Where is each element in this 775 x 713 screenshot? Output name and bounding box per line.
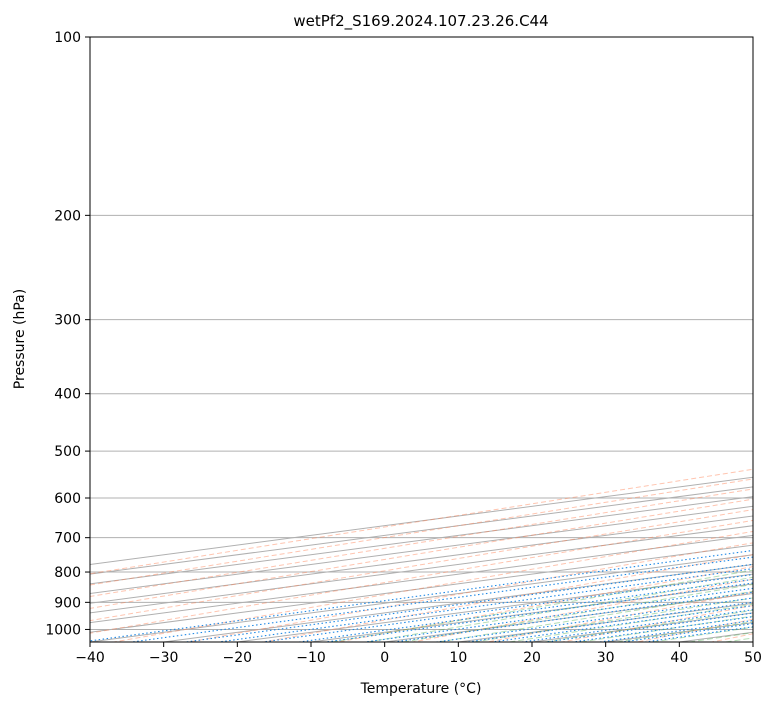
axes-frame [89, 36, 754, 643]
plot-background [90, 37, 753, 642]
x-tick-label: 20 [523, 650, 541, 666]
isotherm-gridline [90, 496, 753, 585]
isotherm-gridline [90, 476, 753, 565]
x-tick-label: 0 [380, 650, 389, 666]
y-tick-label: 800 [54, 565, 81, 581]
x-tick-label: 10 [449, 650, 467, 666]
y-tick-label: 500 [54, 444, 81, 460]
y-tick-label: 400 [54, 387, 81, 403]
y-tick-label: 700 [54, 531, 81, 547]
dry-adiabat-line [90, 519, 753, 634]
x-axis-title: Temperature (°C) [360, 681, 482, 697]
isotherm-gridline [90, 525, 753, 614]
y-tick-label: 1000 [45, 622, 81, 638]
moist-adiabat-line [367, 576, 753, 642]
y-tick-label: 100 [54, 30, 81, 46]
background-lines [90, 468, 753, 642]
chart-title: wetPf2_S169.2024.107.23.26.C44 [293, 12, 548, 31]
isotherm-gridline [90, 505, 753, 595]
x-tick-label: −40 [75, 650, 105, 666]
x-tick-label: −30 [149, 650, 179, 666]
x-tick-label: −10 [296, 650, 326, 666]
x-tick-label: −20 [223, 650, 253, 666]
mixing-ratio-line [394, 591, 753, 642]
isotherm-gridline [90, 486, 753, 575]
x-tick-label: 50 [744, 650, 762, 666]
plot-area [90, 37, 753, 642]
x-tick-label: 30 [597, 650, 615, 666]
dry-adiabat-line [90, 478, 753, 586]
dry-adiabat-line [90, 498, 753, 609]
isotherm-gridline [90, 534, 753, 624]
mixing-ratio-line [492, 605, 753, 642]
y-axis-title: Pressure (hPa) [12, 289, 28, 389]
axes: −40 −30 −20 −10 0 10 20 30 40 50 100 200 300 400 500 60… [45, 30, 762, 666]
isotherm-gridline [90, 515, 753, 604]
dry-adiabat-line [114, 530, 753, 642]
isotherm-gridline [752, 641, 753, 642]
y-tick-label: 600 [54, 491, 81, 507]
mixing-ratio-line [218, 568, 753, 642]
dry-adiabat-line [90, 509, 753, 622]
y-tick-label: 300 [54, 313, 81, 329]
x-tick-label: 40 [670, 650, 688, 666]
grid-layer [90, 37, 753, 642]
y-tick-label: 200 [54, 208, 81, 224]
y-tick-label: 900 [54, 595, 81, 611]
